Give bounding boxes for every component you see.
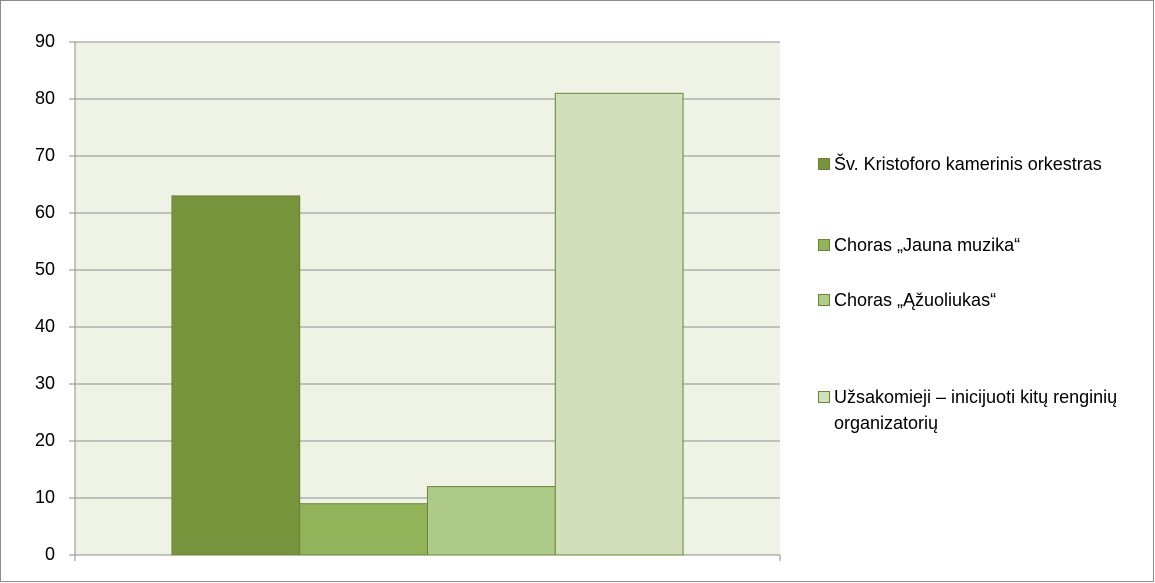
y-tick-label: 80 bbox=[35, 88, 55, 108]
bar bbox=[171, 195, 301, 556]
y-tick-label: 0 bbox=[45, 544, 55, 564]
y-tick-label: 60 bbox=[35, 202, 55, 222]
bar bbox=[299, 503, 428, 556]
bar bbox=[427, 486, 556, 556]
y-tick-label: 30 bbox=[35, 373, 55, 393]
legend-swatch bbox=[818, 294, 830, 306]
y-tick-label: 50 bbox=[35, 259, 55, 279]
legend-swatch bbox=[818, 239, 830, 251]
legend-label: Šv. Kristoforo kamerinis orkestras bbox=[834, 154, 1102, 174]
legend-swatch bbox=[818, 391, 830, 403]
bar bbox=[554, 92, 684, 556]
legend-swatch bbox=[818, 158, 830, 170]
y-tick-label: 10 bbox=[35, 487, 55, 507]
legend-label: Užsakomieji – inicijuoti kitų renginių o… bbox=[834, 387, 1118, 433]
legend-label: Choras „Ąžuoliukas“ bbox=[834, 290, 997, 310]
y-tick-label: 40 bbox=[35, 316, 55, 336]
legend-item: Šv. Kristoforo kamerinis orkestras bbox=[818, 151, 1118, 177]
legend-item: Choras „Jauna muzika“ bbox=[818, 232, 1118, 258]
y-tick-label: 90 bbox=[35, 31, 55, 51]
legend-item: Choras „Ąžuoliukas“ bbox=[818, 287, 1118, 313]
legend-item: Užsakomieji – inicijuoti kitų renginių o… bbox=[818, 384, 1118, 436]
y-tick-label: 70 bbox=[35, 145, 55, 165]
y-tick-label: 20 bbox=[35, 430, 55, 450]
legend-label: Choras „Jauna muzika“ bbox=[834, 235, 1021, 255]
